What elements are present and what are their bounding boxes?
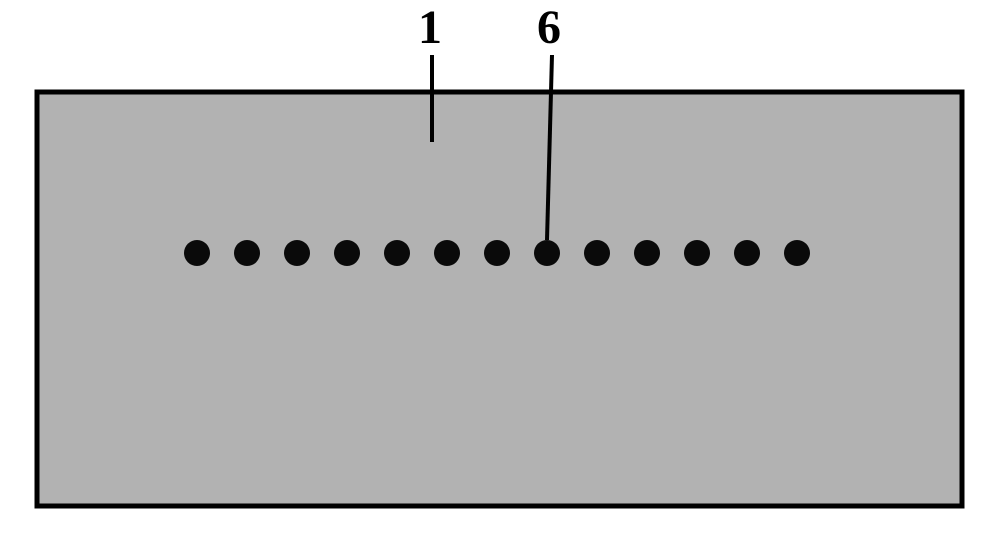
dot: [384, 240, 410, 266]
dot: [534, 240, 560, 266]
dot: [484, 240, 510, 266]
dot: [234, 240, 260, 266]
dot: [784, 240, 810, 266]
callout-label-1: 1: [418, 0, 442, 55]
callout-label-6: 6: [537, 0, 561, 55]
diagram-svg: [0, 0, 1000, 554]
dot: [734, 240, 760, 266]
dot: [584, 240, 610, 266]
panel-region: [37, 92, 962, 506]
dot: [334, 240, 360, 266]
dot: [684, 240, 710, 266]
dot: [634, 240, 660, 266]
dot: [184, 240, 210, 266]
dot: [284, 240, 310, 266]
dot: [434, 240, 460, 266]
